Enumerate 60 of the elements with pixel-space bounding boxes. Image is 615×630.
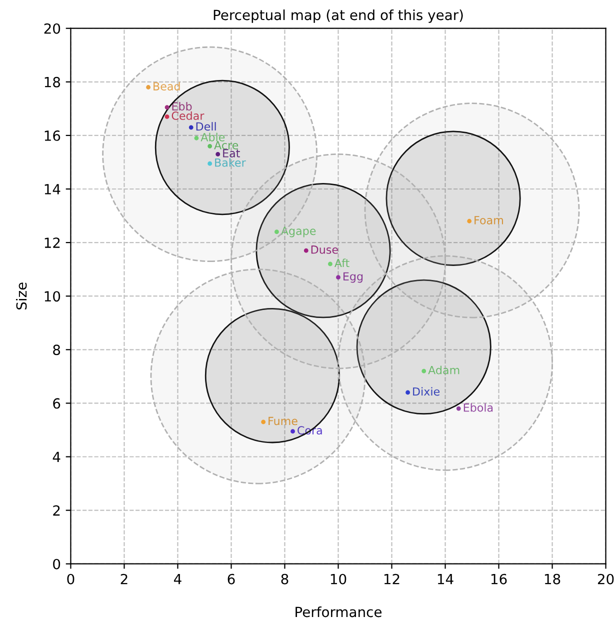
x-tick-label: 8 — [281, 574, 288, 584]
series-label: Acre — [214, 141, 238, 150]
series-label: Eat — [223, 149, 240, 158]
series-label: Fume — [268, 416, 298, 426]
series-label: Bead — [154, 82, 180, 90]
y-tick-label: 0 — [53, 558, 60, 570]
point — [336, 275, 340, 280]
point — [261, 420, 266, 424]
x-tick-label: 20 — [598, 574, 614, 584]
point — [422, 368, 426, 374]
y-tick-label: 6 — [53, 398, 60, 409]
point — [164, 105, 170, 110]
series-label: Foam — [474, 216, 503, 224]
y-tick-label: 8 — [53, 344, 60, 356]
y-tick-label: 2 — [53, 505, 60, 516]
series-label: Able — [200, 132, 225, 142]
series-label: Agape — [280, 226, 316, 238]
point — [188, 125, 194, 130]
y-tick-label: 14 — [44, 184, 60, 194]
series-label: Dixie — [413, 387, 440, 396]
x-tick-label: 12 — [384, 574, 400, 584]
x-tick-label: 2 — [120, 574, 128, 584]
y-tick-label: 4 — [52, 452, 60, 462]
x-axis-title: Performance — [296, 606, 382, 618]
point — [208, 144, 212, 148]
series-label: Dell — [196, 122, 216, 131]
point — [146, 85, 151, 90]
y-tick-label: 10 — [44, 291, 60, 302]
series-label: Cedar — [172, 111, 204, 120]
point — [467, 218, 472, 224]
y-axis-title: Size — [16, 282, 27, 310]
series-label: Duse — [311, 246, 338, 254]
series-label: Baker — [215, 158, 246, 167]
series-label: Adam — [428, 366, 460, 374]
chart-title: Perceptual map (at end of this year) — [214, 9, 463, 23]
point — [406, 390, 410, 395]
point — [290, 429, 295, 434]
point — [328, 262, 332, 266]
x-tick-label: 18 — [544, 574, 560, 584]
series-label: Aft — [334, 258, 350, 268]
x-tick-label: 0 — [67, 574, 74, 584]
y-tick-label: 12 — [44, 238, 60, 248]
y-tick-label: 20 — [44, 23, 60, 34]
x-tick-label: 6 — [228, 574, 235, 584]
point — [304, 248, 308, 253]
x-tick-label: 10 — [330, 574, 346, 584]
point — [164, 114, 170, 119]
series-label: Ebb — [172, 102, 192, 111]
point — [208, 161, 212, 166]
series-label: Egg — [344, 272, 363, 283]
x-tick-label: 14 — [438, 574, 454, 584]
x-tick-label: 4 — [174, 574, 182, 584]
series-label: Ebola — [464, 403, 493, 412]
point — [216, 152, 220, 156]
y-tick-label: 16 — [44, 130, 60, 141]
y-tick-label: 18 — [44, 76, 60, 88]
point — [456, 406, 461, 411]
point — [194, 136, 199, 140]
x-tick-label: 16 — [491, 574, 507, 584]
point — [274, 230, 279, 234]
